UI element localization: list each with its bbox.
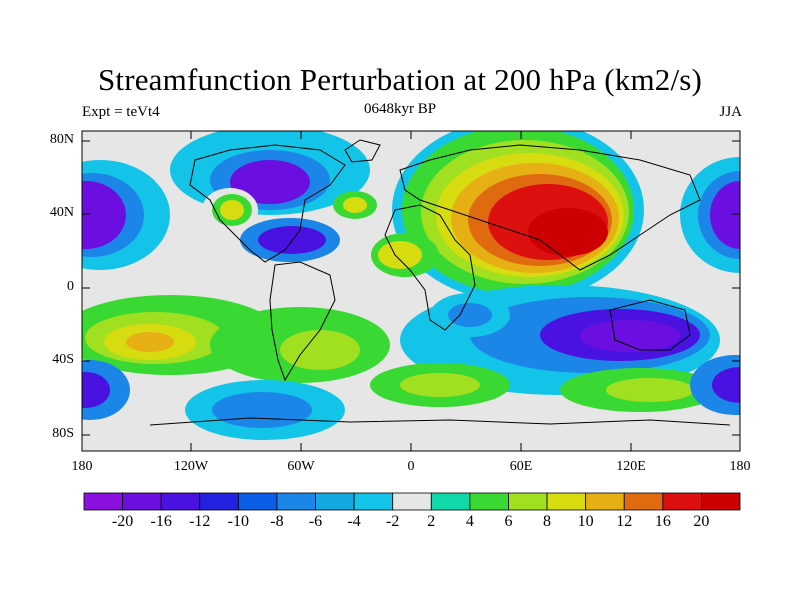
north-america-outline: [189, 144, 346, 263]
colorbar-level-label: 16: [654, 513, 671, 530]
colorbar-level-label: 20: [693, 513, 710, 530]
lon-label-180w: 180: [71, 459, 93, 474]
colorbar-swatch: [701, 492, 741, 511]
lat-label-40s: 40S: [52, 352, 74, 367]
experiment-label: Expt = teVt4: [82, 104, 160, 120]
lon-label-60w: 60W: [287, 459, 315, 474]
colorbar-level-label: -10: [227, 513, 249, 530]
colorbar-level-label: 4: [465, 513, 474, 530]
lon-label-120e: 120E: [616, 459, 646, 474]
colorbar-swatch: [546, 492, 587, 511]
map-title: Streamfunction Perturbation at 200 hPa (…: [97, 62, 703, 97]
colorbar-level-label: -12: [189, 513, 211, 530]
colorbar-level-label: 2: [427, 513, 436, 530]
lon-label-120w: 120W: [173, 459, 209, 474]
colorbar-level-label: -4: [347, 513, 361, 530]
lat-label-80s: 80S: [52, 426, 74, 441]
colorbar-swatch: [237, 492, 278, 511]
colorbar-swatch: [315, 492, 355, 511]
colorbar-swatch: [508, 492, 548, 511]
asia-high-core: [528, 208, 608, 256]
namer-high-core: [220, 200, 244, 220]
colorbar-level-label: 6: [504, 513, 513, 530]
npac-low-west-core: [82, 181, 126, 249]
colorbar-level-label: 10: [577, 513, 594, 530]
colorbar-swatch: [430, 492, 471, 511]
colorbar-level-label: -20: [111, 513, 134, 530]
safr-low-core: [448, 303, 492, 327]
colorbar-level-label: -8: [270, 513, 284, 530]
atl-high-core: [343, 197, 367, 213]
lon-label-0: 0: [407, 459, 415, 474]
lon-label-60e: 60E: [509, 459, 533, 474]
greenland-outline: [344, 139, 381, 163]
eurasia-outline: [399, 144, 701, 271]
colorbar-level-label: 8: [543, 513, 552, 530]
colorbar-swatch: [392, 492, 432, 511]
eqatl-high-core: [378, 241, 422, 269]
lat-label-40n: 40N: [49, 205, 74, 220]
socean-high-a-core: [400, 373, 480, 397]
satl-high-core: [280, 330, 360, 370]
colorbar-level-label: -2: [386, 513, 400, 530]
colorbar-swatch: [83, 492, 123, 511]
lat-label-0: 0: [67, 279, 74, 294]
australia-outline: [609, 299, 691, 351]
colorbar-swatch: [662, 492, 702, 511]
sind-low-core: [580, 320, 680, 352]
colorbar-swatch: [199, 492, 239, 511]
colorbar: [83, 492, 741, 511]
spac-high-core: [126, 332, 174, 352]
contour-field: [82, 131, 740, 451]
colorbar-swatch: [585, 492, 625, 511]
coastlines: [149, 139, 731, 426]
time-label: 0648kyr BP: [363, 101, 437, 117]
antarctica-outline: [149, 417, 731, 426]
colorbar-level-label: -16: [150, 513, 172, 530]
lon-label-180e: 180: [729, 459, 751, 474]
colorbar-swatch: [353, 492, 394, 511]
colorbar-level-label: -6: [308, 513, 323, 530]
colorbar-swatch: [276, 492, 316, 511]
socean-high-b-core: [606, 378, 694, 402]
colorbar-swatch: [469, 492, 509, 511]
sw-edge-low-core: [82, 372, 110, 408]
axis-ticks: [82, 131, 740, 451]
npac-low-east-core: [710, 181, 740, 249]
antarctic-low-core: [212, 392, 312, 428]
season-label: JJA: [719, 104, 742, 120]
se-edge-low-core: [712, 367, 740, 403]
colorbar-swatch: [160, 492, 201, 511]
africa-outline: [384, 204, 476, 331]
namer-low-core: [230, 160, 310, 204]
lat-label-80n: 80N: [49, 132, 74, 147]
south-america-outline: [269, 261, 336, 382]
colorbar-level-label: 12: [616, 513, 633, 530]
colorbar-swatch: [623, 492, 664, 511]
colorbar-swatch: [122, 492, 162, 511]
